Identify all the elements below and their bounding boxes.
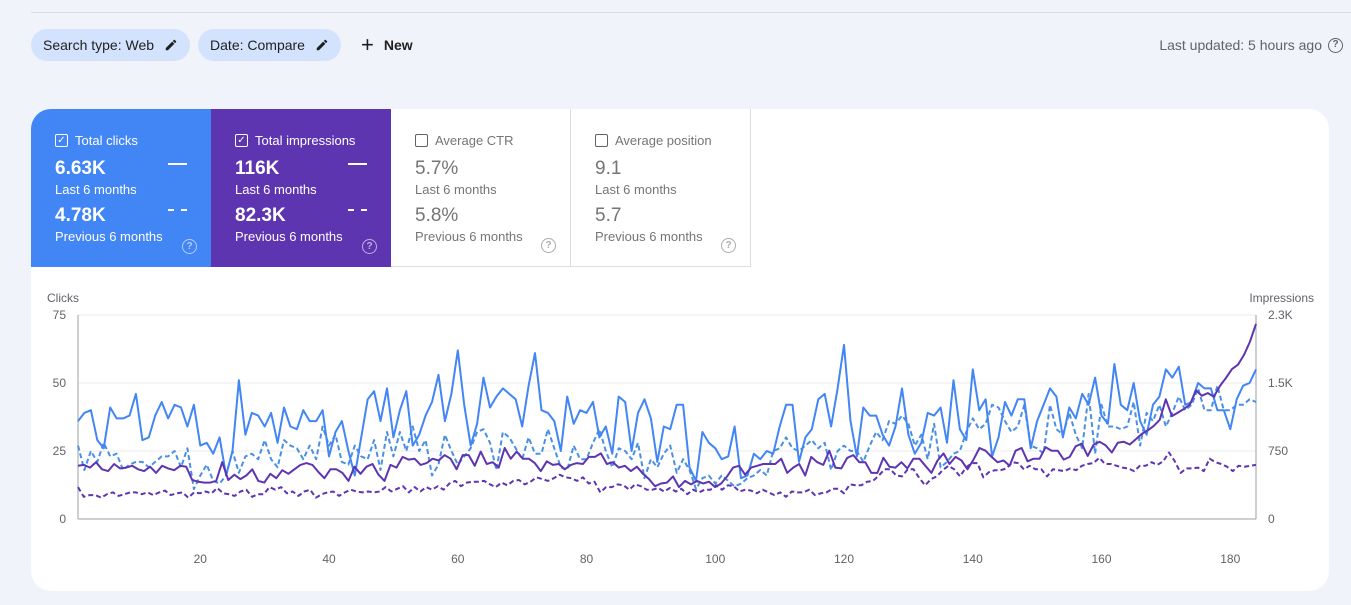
total-impressions-tile[interactable]: ✓ Total impressions 116K Last 6 months 8… bbox=[211, 109, 391, 267]
total-clicks-tile[interactable]: ✓ Total clicks 6.63K Last 6 months 4.78K… bbox=[31, 109, 211, 267]
metric-previous-period: Previous 6 months bbox=[415, 229, 523, 244]
y-tick-label: 25 bbox=[53, 444, 67, 458]
search-type-filter-label: Search type: Web bbox=[43, 37, 155, 53]
search-type-filter-chip[interactable]: Search type: Web bbox=[31, 29, 191, 61]
average-position-tile[interactable]: Average position 9.1 Last 6 months 5.7 P… bbox=[571, 109, 751, 267]
edit-icon bbox=[316, 39, 328, 51]
metric-previous-value: 5.7 bbox=[595, 205, 622, 226]
checkbox-unchecked-icon[interactable] bbox=[595, 134, 608, 147]
metric-name: Average position bbox=[615, 133, 712, 148]
help-icon[interactable]: ? bbox=[541, 238, 556, 253]
x-tick-label: 160 bbox=[1091, 552, 1111, 566]
y2-axis-label: Impressions bbox=[1249, 291, 1314, 305]
new-filter-label: New bbox=[383, 37, 413, 53]
new-filter-button[interactable]: + New bbox=[361, 34, 413, 56]
metric-previous-value: 4.78K bbox=[55, 205, 106, 226]
checkbox-checked-icon[interactable]: ✓ bbox=[55, 134, 68, 147]
dashed-line-legend-icon bbox=[168, 209, 187, 211]
metric-tiles: ✓ Total clicks 6.63K Last 6 months 4.78K… bbox=[31, 109, 751, 267]
x-tick-label: 20 bbox=[194, 552, 208, 566]
x-tick-label: 80 bbox=[580, 552, 594, 566]
metric-period: Last 6 months bbox=[55, 182, 137, 197]
x-tick-label: 100 bbox=[705, 552, 725, 566]
metric-previous-value: 5.8% bbox=[415, 205, 459, 226]
metric-value: 9.1 bbox=[595, 158, 622, 179]
impressions-series-line bbox=[77, 323, 1257, 489]
metric-previous-period: Previous 6 months bbox=[55, 229, 163, 244]
metric-previous-value: 82.3K bbox=[235, 205, 286, 226]
checkbox-unchecked-icon[interactable] bbox=[415, 134, 428, 147]
filter-bar: Search type: Web Date: Compare + New Las… bbox=[31, 29, 1343, 61]
plus-icon: + bbox=[360, 32, 374, 57]
dashed-line-legend-icon bbox=[348, 209, 367, 211]
metric-name: Total clicks bbox=[75, 133, 138, 148]
metric-value: 6.63K bbox=[55, 158, 106, 179]
metric-previous-period: Previous 6 months bbox=[595, 229, 703, 244]
top-divider bbox=[31, 12, 1351, 13]
solid-line-legend-icon bbox=[168, 163, 187, 165]
y2-tick-label: 2.3K bbox=[1268, 308, 1293, 322]
help-icon[interactable]: ? bbox=[182, 239, 197, 254]
solid-line-legend-icon bbox=[348, 163, 367, 165]
x-tick-label: 180 bbox=[1220, 552, 1240, 566]
last-updated-status: Last updated: 5 hours ago ? bbox=[1159, 37, 1343, 53]
metric-name: Total impressions bbox=[255, 133, 356, 148]
y2-tick-label: 750 bbox=[1268, 444, 1288, 458]
help-icon[interactable]: ? bbox=[362, 239, 377, 254]
help-icon[interactable]: ? bbox=[1328, 37, 1343, 53]
metric-period: Last 6 months bbox=[595, 182, 677, 197]
x-tick-label: 140 bbox=[963, 552, 983, 566]
y-tick-label: 75 bbox=[53, 308, 67, 322]
edit-icon bbox=[165, 39, 177, 51]
x-tick-label: 40 bbox=[322, 552, 336, 566]
y-axis-label: Clicks bbox=[47, 291, 79, 305]
x-tick-label: 60 bbox=[451, 552, 465, 566]
metric-value: 116K bbox=[235, 158, 280, 179]
help-icon[interactable]: ? bbox=[721, 238, 736, 253]
metric-period: Last 6 months bbox=[415, 182, 497, 197]
metric-name: Average CTR bbox=[435, 133, 514, 148]
date-filter-label: Date: Compare bbox=[210, 37, 305, 53]
clicks-previous-series-line bbox=[77, 384, 1257, 491]
last-updated-text: Last updated: 5 hours ago bbox=[1159, 37, 1322, 53]
date-filter-chip[interactable]: Date: Compare bbox=[198, 29, 341, 61]
y2-tick-label: 0 bbox=[1268, 512, 1275, 526]
clicks-series-line bbox=[77, 343, 1257, 482]
checkbox-checked-icon[interactable]: ✓ bbox=[235, 134, 248, 147]
performance-card: ✓ Total clicks 6.63K Last 6 months 4.78K… bbox=[31, 109, 1329, 591]
x-tick-label: 120 bbox=[834, 552, 854, 566]
y2-tick-label: 1.5K bbox=[1268, 376, 1293, 390]
metric-period: Last 6 months bbox=[235, 182, 317, 197]
metric-previous-period: Previous 6 months bbox=[235, 229, 343, 244]
y-tick-label: 0 bbox=[59, 512, 66, 526]
impressions-previous-series-line bbox=[77, 451, 1257, 499]
metric-value: 5.7% bbox=[415, 158, 459, 179]
average-ctr-tile[interactable]: Average CTR 5.7% Last 6 months 5.8% Prev… bbox=[391, 109, 571, 267]
y-tick-label: 50 bbox=[53, 376, 67, 390]
